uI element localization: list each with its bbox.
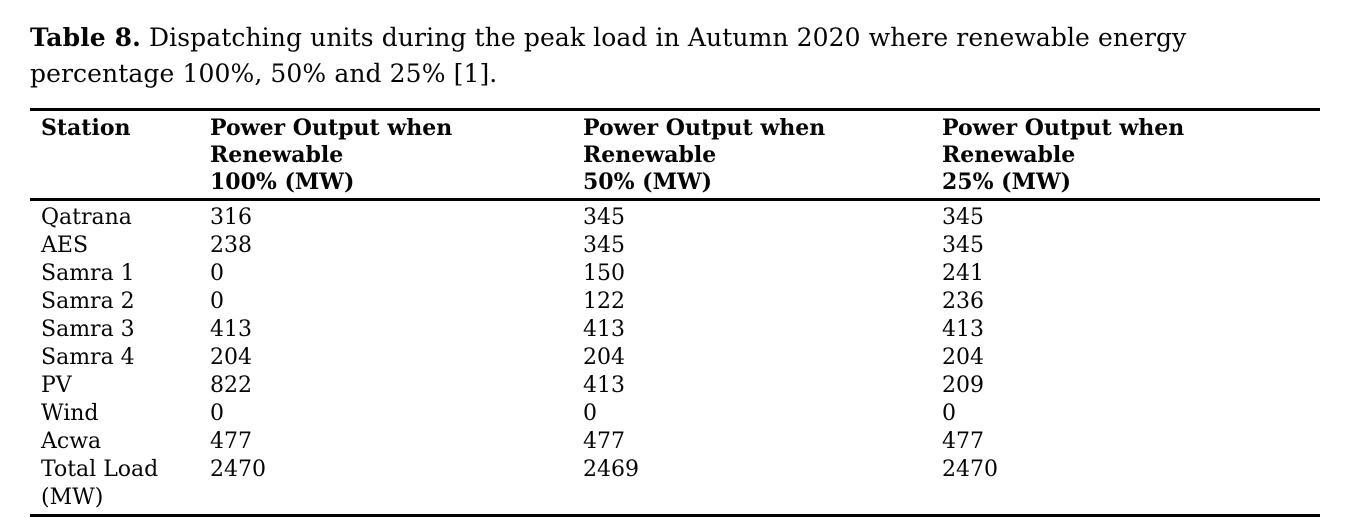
table-row: AES 238 345 345 — [30, 232, 1320, 260]
value-cell: 122 — [583, 289, 625, 314]
value-cell: 413 — [583, 317, 625, 342]
value-cell: 0 — [210, 261, 224, 286]
value-cell: 241 — [942, 261, 984, 286]
value-cell: 238 — [210, 233, 252, 258]
value-cell: 413 — [583, 373, 625, 398]
header-row: Station Power Output when Renewable 100%… — [30, 109, 1320, 201]
header-renewable-100-line1: Power Output when Renewable — [210, 115, 453, 168]
value-cell: 345 — [942, 205, 984, 230]
table-row: Qatrana 316 345 345 — [30, 200, 1320, 233]
value-cell: 345 — [942, 233, 984, 258]
value-cell: 0 — [210, 401, 224, 426]
table-row: Samra 4 204 204 204 — [30, 344, 1320, 372]
value-cell: 316 — [210, 205, 252, 230]
header-renewable-50-line1: Power Output when Renewable — [583, 115, 826, 168]
table-caption: Table 8. Dispatching units during the pe… — [30, 20, 1320, 92]
header-station-label: Station — [41, 115, 131, 141]
value-cell: 477 — [942, 429, 984, 454]
header-station: Station — [30, 109, 200, 201]
table-header: Station Power Output when Renewable 100%… — [30, 109, 1320, 201]
station-cell: AES — [41, 233, 89, 258]
value-cell: 345 — [583, 205, 625, 230]
station-cell: Samra 3 — [41, 317, 135, 342]
value-cell: 477 — [583, 429, 625, 454]
value-cell: 822 — [210, 373, 252, 398]
table-row: Total Load (MW) 2470 2469 2470 — [30, 456, 1320, 516]
value-cell: 2469 — [583, 457, 639, 482]
value-cell: 204 — [583, 345, 625, 370]
station-cell: PV — [41, 373, 72, 398]
value-cell: 0 — [942, 401, 956, 426]
station-cell: Acwa — [41, 429, 102, 454]
value-cell: 204 — [942, 345, 984, 370]
value-cell: 209 — [942, 373, 984, 398]
table-body: Qatrana 316 345 345 AES 238 345 345 Samr… — [30, 200, 1320, 516]
station-cell: Qatrana — [41, 205, 132, 230]
header-renewable-100: Power Output when Renewable 100% (MW) — [200, 109, 573, 201]
header-renewable-25: Power Output when Renewable 25% (MW) — [932, 109, 1320, 201]
station-cell: Samra 2 — [41, 289, 135, 314]
table-row: Samra 2 0 122 236 — [30, 288, 1320, 316]
table-caption-text: Dispatching units during the peak load i… — [30, 23, 1187, 88]
station-cell: Samra 1 — [41, 261, 135, 286]
table-caption-label: Table 8. — [30, 23, 141, 52]
table-row: Wind 0 0 0 — [30, 400, 1320, 428]
station-cell: Total Load (MW) — [41, 457, 159, 510]
station-cell: Wind — [41, 401, 99, 426]
table-row: Samra 1 0 150 241 — [30, 260, 1320, 288]
value-cell: 0 — [210, 289, 224, 314]
dispatching-units-table: Station Power Output when Renewable 100%… — [30, 108, 1320, 517]
table-row: Acwa 477 477 477 — [30, 428, 1320, 456]
value-cell: 0 — [583, 401, 597, 426]
table-row: PV 822 413 209 — [30, 372, 1320, 400]
header-renewable-50-line2: 50% (MW) — [583, 169, 713, 195]
value-cell: 345 — [583, 233, 625, 258]
header-renewable-25-line1: Power Output when Renewable — [942, 115, 1185, 168]
value-cell: 2470 — [942, 457, 998, 482]
value-cell: 204 — [210, 345, 252, 370]
header-renewable-100-line2: 100% (MW) — [210, 169, 355, 195]
value-cell: 150 — [583, 261, 625, 286]
header-renewable-25-line2: 25% (MW) — [942, 169, 1072, 195]
value-cell: 2470 — [210, 457, 266, 482]
value-cell: 477 — [210, 429, 252, 454]
value-cell: 413 — [210, 317, 252, 342]
value-cell: 413 — [942, 317, 984, 342]
value-cell: 236 — [942, 289, 984, 314]
header-renewable-50: Power Output when Renewable 50% (MW) — [573, 109, 932, 201]
table-row: Samra 3 413 413 413 — [30, 316, 1320, 344]
station-cell: Samra 4 — [41, 345, 135, 370]
